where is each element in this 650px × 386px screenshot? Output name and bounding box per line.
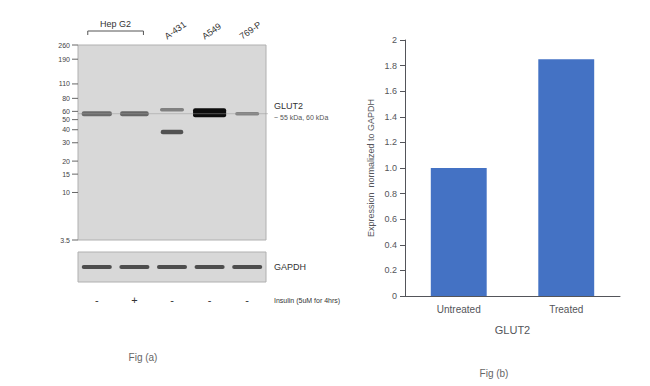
svg-text:260: 260 (58, 42, 70, 49)
svg-text:Insulin (5uM for 4hrs): Insulin (5uM for 4hrs) (274, 297, 340, 305)
svg-text:~ 55 kDa, 60 kDa: ~ 55 kDa, 60 kDa (274, 114, 328, 121)
svg-text:-: - (208, 294, 212, 306)
svg-text:Fig (b): Fig (b) (480, 368, 509, 379)
svg-text:-: - (95, 294, 99, 306)
svg-text:40: 40 (62, 126, 70, 133)
svg-text:0.6: 0.6 (384, 214, 397, 224)
svg-text:-: - (170, 294, 174, 306)
svg-text:1.6: 1.6 (384, 86, 397, 96)
svg-text:0: 0 (392, 291, 397, 301)
svg-text:GLUT2: GLUT2 (274, 101, 303, 111)
svg-text:Hep G2: Hep G2 (100, 19, 131, 29)
svg-text:20: 20 (62, 158, 70, 165)
svg-text:80: 80 (62, 95, 70, 102)
svg-text:A549: A549 (200, 21, 223, 41)
svg-text:Treated: Treated (549, 304, 583, 315)
svg-text:50: 50 (62, 116, 70, 123)
svg-text:1.4: 1.4 (384, 112, 397, 122)
svg-text:GAPDH: GAPDH (274, 262, 306, 272)
svg-text:A-431: A-431 (163, 19, 188, 41)
svg-text:1.8: 1.8 (384, 61, 397, 71)
svg-text:Expression normalized to GAPD: Expression normalized to GAPDH (366, 99, 376, 237)
svg-text:0.8: 0.8 (384, 189, 397, 199)
svg-text:Untreated: Untreated (437, 304, 481, 315)
svg-text:110: 110 (59, 80, 70, 87)
svg-text:2: 2 (392, 35, 397, 45)
svg-text:1.0: 1.0 (384, 163, 397, 173)
svg-text:190: 190 (58, 56, 70, 63)
svg-text:+: + (131, 294, 137, 306)
svg-text:GLUT2: GLUT2 (495, 324, 530, 336)
svg-text:15: 15 (62, 171, 70, 178)
svg-text:3.5: 3.5 (60, 237, 70, 244)
svg-text:-: - (245, 294, 249, 306)
svg-text:0.4: 0.4 (384, 240, 397, 250)
svg-text:0.2: 0.2 (384, 265, 397, 275)
svg-text:30: 30 (62, 139, 70, 146)
svg-text:769-P: 769-P (238, 19, 263, 41)
svg-text:60: 60 (62, 108, 70, 115)
svg-text:1.2: 1.2 (384, 137, 397, 147)
svg-text:Fig (a): Fig (a) (129, 352, 158, 363)
svg-text:10: 10 (62, 189, 70, 196)
